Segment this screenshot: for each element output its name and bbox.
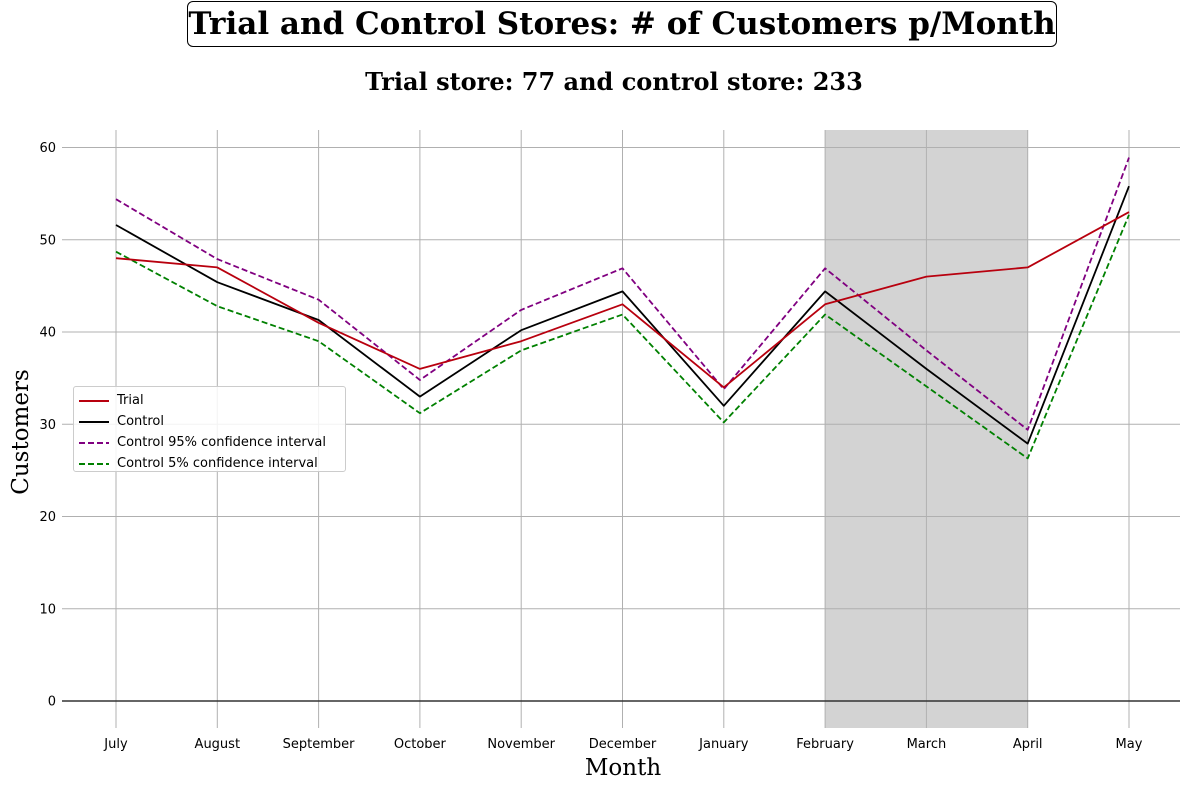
x-tick-label: February <box>796 737 854 752</box>
x-axis-label: Month <box>585 755 661 781</box>
legend-label: Trial <box>117 393 144 408</box>
y-tick-label: 40 <box>39 326 56 341</box>
legend-item: Control 95% confidence interval <box>74 432 345 453</box>
y-tick-label: 20 <box>39 510 56 525</box>
x-tick-label: September <box>283 737 356 752</box>
x-tick-label: March <box>907 737 947 752</box>
x-tick-label: January <box>698 737 749 752</box>
legend-swatch <box>79 399 109 402</box>
x-tick-label: July <box>103 737 128 752</box>
x-tick-label: May <box>1116 737 1143 752</box>
legend-swatch <box>79 420 109 423</box>
legend-item: Trial <box>74 390 345 411</box>
x-tick-label: December <box>589 737 657 752</box>
y-tick-label: 60 <box>39 141 56 156</box>
y-tick-label: 10 <box>39 602 56 617</box>
chart-title: Trial and Control Stores: # of Customers… <box>187 1 1057 47</box>
legend-label: Control <box>117 414 164 429</box>
legend-label: Control 95% confidence interval <box>117 435 327 450</box>
legend-label: Control 5% confidence interval <box>117 456 318 471</box>
x-tick-label: October <box>394 737 447 752</box>
legend-swatch <box>79 441 109 444</box>
legend: Trial Control Control 95% confidence int… <box>73 386 346 472</box>
y-axis-label: Customers <box>8 369 34 495</box>
y-tick-label: 50 <box>39 233 56 248</box>
legend-item: Control 5% confidence interval <box>74 453 345 474</box>
x-tick-label: April <box>1013 737 1043 752</box>
x-tick-label: August <box>195 737 241 752</box>
legend-item: Control <box>74 411 345 432</box>
x-tick-label: November <box>487 737 555 752</box>
chart-subtitle: Trial store: 77 and control store: 233 <box>365 67 863 96</box>
legend-swatch <box>79 462 109 465</box>
y-tick-label: 30 <box>39 418 56 433</box>
y-tick-label: 0 <box>48 695 56 710</box>
